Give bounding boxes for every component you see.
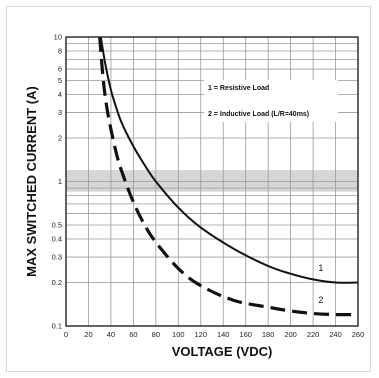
series-2-line — [98, 36, 359, 317]
x-tick-label: 120 — [195, 330, 208, 339]
y-tick-label: 4 — [58, 90, 62, 99]
legend-box — [204, 80, 338, 122]
y-tick-label: 0.5 — [52, 221, 62, 230]
curve-1-label: 1 — [318, 263, 323, 273]
y-tick-label: 8 — [58, 47, 62, 56]
y-tick-label: 0.2 — [52, 278, 62, 287]
y-tick-label: 0.3 — [52, 253, 62, 262]
x-tick-label: 140 — [217, 330, 230, 339]
y-tick-label: 10 — [54, 33, 62, 42]
x-tick-label: 0 — [64, 330, 68, 339]
plot-border — [65, 36, 359, 327]
y-tick-label: 0.4 — [52, 235, 62, 244]
x-tick-label: 180 — [262, 330, 275, 339]
y-tick-label: 1 — [58, 177, 62, 186]
y-tick-label: 3 — [58, 108, 62, 117]
y-tick-label: 5 — [58, 76, 62, 85]
x-tick-label: 40 — [107, 330, 115, 339]
x-tick-label: 160 — [239, 330, 252, 339]
y-axis-title: MAX SWITCHED CURRENT (A) — [24, 86, 39, 277]
y-tick-label: 6 — [58, 65, 62, 74]
chart-frame — [6, 6, 371, 372]
x-tick-label: 260 — [352, 330, 365, 339]
series-1-line — [99, 36, 359, 284]
x-tick-label: 20 — [84, 330, 92, 339]
legend-entry: 1 = Resistive Load — [208, 85, 269, 92]
legend-entry: 2 = Inductive Load (L/R=40ms) — [208, 111, 309, 118]
highlight-band — [66, 170, 358, 192]
x-tick-label: 60 — [129, 330, 137, 339]
x-tick-label: 240 — [329, 330, 342, 339]
x-tick-label: 220 — [307, 330, 320, 339]
x-tick-label: 80 — [152, 330, 160, 339]
x-axis-title: VOLTAGE (VDC) — [172, 344, 273, 359]
y-tick-label: 2 — [58, 134, 62, 143]
y-tick-label: 0.1 — [52, 322, 62, 331]
x-tick-label: 100 — [172, 330, 185, 339]
x-tick-label: 200 — [284, 330, 297, 339]
curve-2-label: 2 — [318, 295, 323, 305]
